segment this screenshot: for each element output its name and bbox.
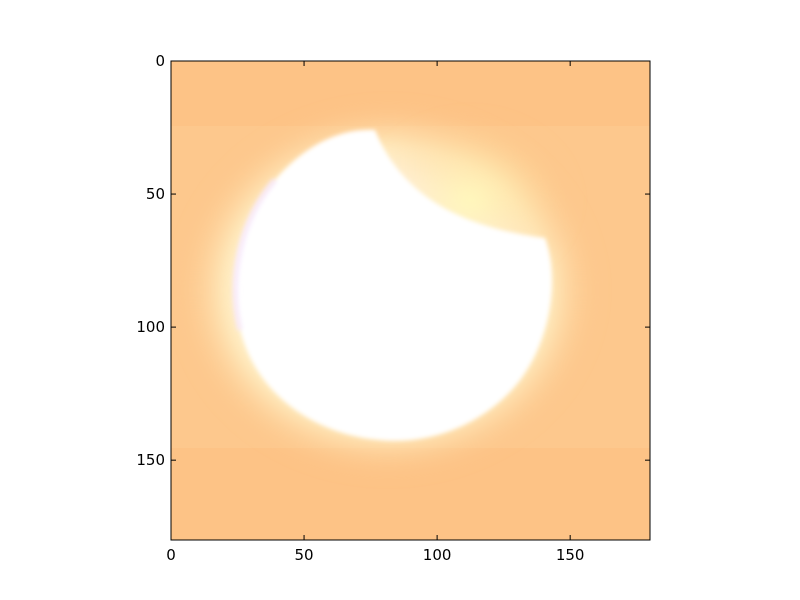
- x-tick-label: 100: [423, 546, 452, 564]
- y-tick-label: 50: [146, 185, 165, 203]
- rim-tint: [232, 178, 278, 331]
- x-tick-label: 50: [295, 546, 314, 564]
- axes-frame: [170, 60, 651, 541]
- x-axis-ticks: 0 50 100 150: [166, 61, 584, 564]
- x-tick-label: 150: [556, 546, 585, 564]
- y-axis-ticks: 0 50 100 150: [136, 52, 650, 469]
- y-tick-label: 0: [155, 52, 165, 70]
- y-tick-label: 150: [136, 451, 165, 469]
- plot-image: [171, 61, 650, 540]
- sun-disk: [235, 129, 552, 441]
- y-tick-label: 100: [136, 318, 165, 336]
- x-tick-label: 0: [166, 546, 176, 564]
